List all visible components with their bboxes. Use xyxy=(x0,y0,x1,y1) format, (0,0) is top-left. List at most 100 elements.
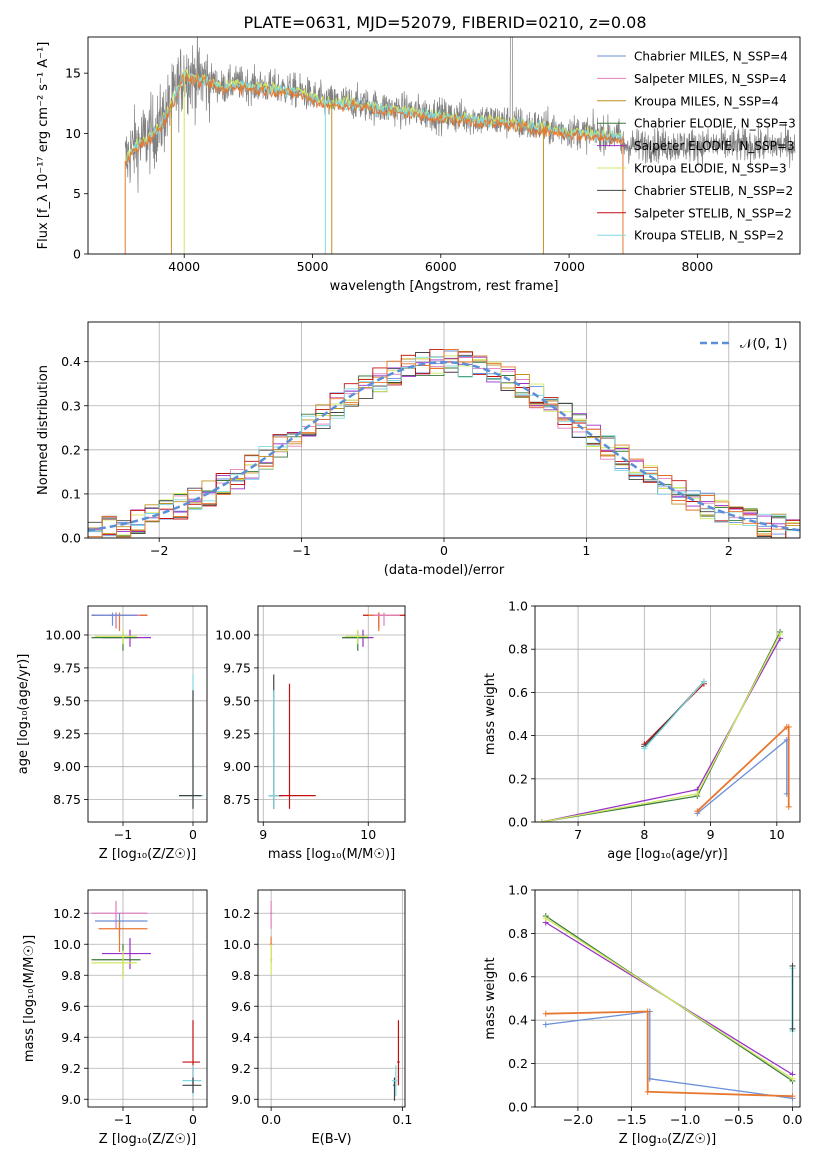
y-tick-label: 0.8 xyxy=(508,926,528,941)
x-tick-label: 4000 xyxy=(168,259,200,274)
axes-frame xyxy=(257,889,406,1108)
weight-vs-metallicity-plot: −2.0 −1.5 −1.0 −0.5 0.0 0.0 0.2 0.4 0.6 0.8 1.0 Z [… xyxy=(483,883,802,1148)
y-tick-label: 9.6 xyxy=(231,999,251,1014)
figure-title: PLATE=0631, MJD=52079, FIBERID=0210, z=0… xyxy=(243,13,646,32)
x-tick-label: 0.0 xyxy=(783,1112,803,1127)
weight-vs-age-plot: 7 8 9 10 0.0 0.2 0.4 0.6 0.8 1.0 age [log₁₀(age/yr… xyxy=(483,599,801,862)
y-tick-label: 1.0 xyxy=(508,599,528,614)
y-tick-label: 0.2 xyxy=(508,1056,528,1071)
y-axis-label: Flux [f_λ 10⁻¹⁷ erg cm⁻² s⁻¹ A⁻¹] xyxy=(36,42,51,250)
weight-z-line xyxy=(545,1010,793,1098)
plot-area xyxy=(88,348,800,538)
y-tick-label: 10.00 xyxy=(45,627,81,642)
x-tick-label: 0.1 xyxy=(392,1112,412,1127)
y-tick-label: 9.8 xyxy=(231,968,251,983)
x-tick-label: 0 xyxy=(189,827,197,842)
y-tick-label: 0.2 xyxy=(61,442,81,457)
x-tick-label: 1 xyxy=(582,543,590,558)
y-tick-label: 9.75 xyxy=(53,660,81,675)
x-tick-label: 5000 xyxy=(297,259,329,274)
x-tick-label: 10 xyxy=(360,827,376,842)
x-tick-label: 7000 xyxy=(553,259,585,274)
y-tick-label: 9.00 xyxy=(223,759,251,774)
axes-frame xyxy=(257,605,406,823)
x-axis-label: mass [log₁₀(M/M☉)] xyxy=(268,847,395,862)
normal-distribution-curve xyxy=(88,360,800,532)
x-tick-label: −1 xyxy=(114,827,132,842)
y-tick-label: 5 xyxy=(73,186,81,201)
plot-area xyxy=(91,900,202,1097)
y-tick-label: 1.0 xyxy=(508,883,528,898)
x-axis-label: age [log₁₀(age/yr)] xyxy=(607,847,728,862)
y-tick-label: 10.00 xyxy=(215,627,251,642)
y-tick-label: 9.25 xyxy=(53,726,81,741)
y-tick-label: 8.75 xyxy=(223,792,251,807)
plot-area xyxy=(124,37,796,254)
x-tick-label: 9 xyxy=(259,827,267,842)
axes-frame xyxy=(534,889,801,1108)
age-vs-metallicity-plot: −1 0 8.75 9.00 9.25 9.50 9.75 10.00 Z [log₁₀(Z/Z… xyxy=(16,605,208,862)
x-tick-label: −1.0 xyxy=(670,1112,700,1127)
x-tick-label: −2 xyxy=(150,543,168,558)
x-tick-label: −1 xyxy=(114,1112,132,1127)
y-axis-label: mass weight xyxy=(483,673,498,755)
axes-frame xyxy=(87,36,801,255)
y-tick-label: 9.0 xyxy=(61,1092,81,1107)
y-tick-label: 10.2 xyxy=(223,906,251,921)
weight-age-line xyxy=(643,681,705,750)
x-axis-label: wavelength [Angstrom, rest frame] xyxy=(330,279,559,294)
y-tick-label: 9.50 xyxy=(223,693,251,708)
residual-histogram-series xyxy=(88,349,800,538)
y-tick-label: 0.8 xyxy=(508,642,528,657)
y-axis-label: age [log₁₀(age/yr)] xyxy=(16,654,31,775)
axes-frame xyxy=(87,889,208,1108)
legend-entry: Chabrier ELODIE, N_SSP=3 xyxy=(634,117,796,131)
y-tick-label: 10 xyxy=(65,126,81,141)
plot-area xyxy=(538,628,792,822)
y-tick-label: 9.50 xyxy=(53,693,81,708)
y-tick-label: 9.2 xyxy=(61,1061,81,1076)
y-tick-label: 9.6 xyxy=(61,999,81,1014)
y-tick-label: 9.2 xyxy=(231,1061,251,1076)
legend-entry: Kroupa MILES, N_SSP=4 xyxy=(634,94,779,108)
y-tick-label: 0.0 xyxy=(61,531,81,546)
y-tick-label: 0.2 xyxy=(508,771,528,786)
y-tick-label: 8.75 xyxy=(53,792,81,807)
legend-entry: Salpeter ELODIE, N_SSP=3 xyxy=(634,139,795,153)
x-tick-label: −1.5 xyxy=(616,1112,646,1127)
x-tick-label: 8000 xyxy=(681,259,713,274)
x-tick-label: −1 xyxy=(292,543,310,558)
x-tick-label: 8 xyxy=(640,827,648,842)
axes-frame xyxy=(87,605,208,823)
x-axis-label: (data-model)/error xyxy=(384,563,505,578)
legend-entry: Chabrier STELIB, N_SSP=2 xyxy=(634,184,793,198)
x-tick-label: 9 xyxy=(707,827,715,842)
x-axis-label: Z [log₁₀(Z/Z☉)] xyxy=(619,1132,716,1147)
weight-z-line xyxy=(545,1010,793,1099)
plot-area xyxy=(91,612,204,809)
age-vs-mass-plot: 9 10 8.75 9.00 9.25 9.50 9.75 10.00 mass [log₁₀(… xyxy=(215,605,406,862)
y-tick-label: 10.0 xyxy=(223,937,251,952)
plot-area xyxy=(269,900,400,1101)
plot-area xyxy=(542,913,796,1102)
legend-entry: Kroupa ELODIE, N_SSP=3 xyxy=(634,162,787,176)
legend-entry: Chabrier MILES, N_SSP=4 xyxy=(634,50,788,64)
y-tick-label: 0.4 xyxy=(508,1013,528,1028)
plot-area xyxy=(268,612,405,809)
y-tick-label: 0.3 xyxy=(61,398,81,413)
legend-entry: Salpeter MILES, N_SSP=4 xyxy=(634,72,787,86)
mass-vs-ebv-plot: 0.0 0.1 9.0 9.2 9.4 9.6 9.8 10.0 10.2 E(B-V) xyxy=(223,889,412,1147)
x-tick-label: −2.0 xyxy=(563,1112,593,1127)
legend-entry: Salpeter STELIB, N_SSP=2 xyxy=(634,206,792,220)
axes-frame xyxy=(534,605,801,823)
spectrum-legend: Chabrier MILES, N_SSP=4 Salpeter MILES, N… xyxy=(597,50,796,243)
y-tick-label: 15 xyxy=(65,66,81,81)
y-axis-label: Normed distribution xyxy=(36,365,51,495)
observed-spectrum-line xyxy=(124,37,796,193)
y-tick-label: 10.0 xyxy=(53,937,81,952)
x-tick-label: −0.5 xyxy=(724,1112,754,1127)
y-tick-label: 9.00 xyxy=(53,759,81,774)
x-tick-label: 0.0 xyxy=(261,1112,281,1127)
y-tick-label: 9.4 xyxy=(231,1030,251,1045)
y-tick-label: 9.25 xyxy=(223,726,251,741)
